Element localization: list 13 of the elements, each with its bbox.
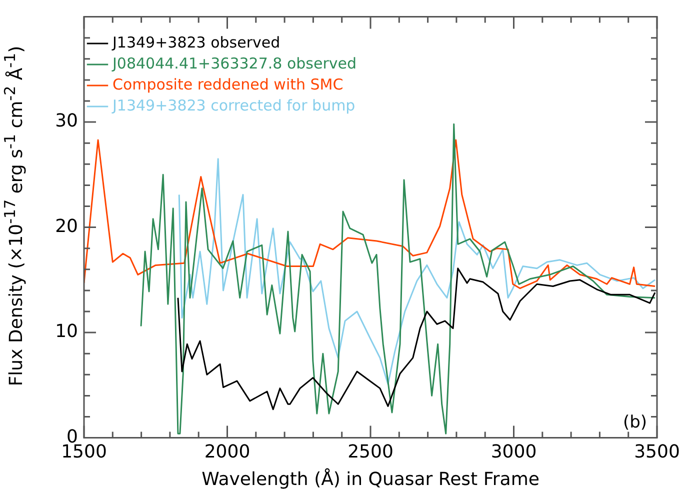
legend-label: J1349+3823 corrected for bump bbox=[112, 96, 356, 114]
legend-label: J084044.41+363327.8 observed bbox=[112, 54, 356, 72]
y-tick-label: 20 bbox=[55, 216, 78, 237]
x-axis-title: Wavelength (Å) in Quasar Rest Frame bbox=[202, 468, 540, 490]
legend-label: Composite reddened with SMC bbox=[112, 75, 344, 94]
y-tick-label: 30 bbox=[55, 110, 78, 132]
y-tick-label: 10 bbox=[55, 321, 78, 342]
x-tick-label: 2000 bbox=[204, 441, 250, 462]
annotation: (b) bbox=[622, 412, 647, 433]
x-tick-label: 3000 bbox=[490, 441, 537, 462]
legend-label: J1349+3823 observed bbox=[112, 33, 280, 52]
x-tick-label: 3500 bbox=[634, 441, 680, 462]
x-tick-label: 2500 bbox=[348, 441, 394, 462]
